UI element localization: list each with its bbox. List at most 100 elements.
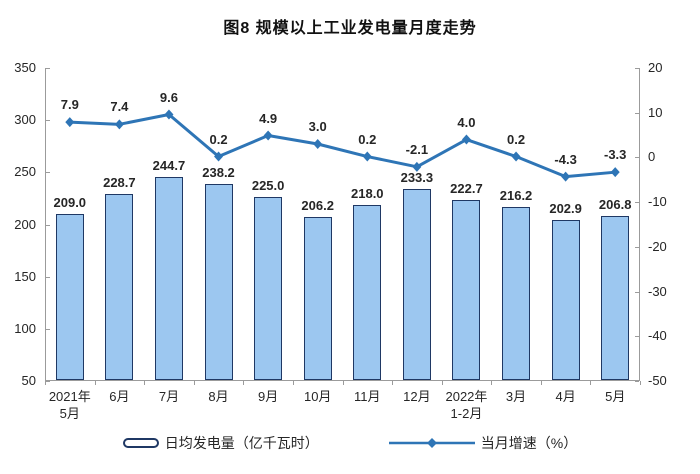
x-axis-tick [540,381,542,385]
bar-value-label: 222.7 [450,180,483,196]
bar [204,183,233,380]
line-value-label: 4.0 [457,114,476,130]
x-axis-label: 10月 [303,389,332,404]
bar [353,204,382,380]
legend-line-label: 当月增速（%） [480,435,578,451]
bar [452,199,481,380]
x-axis-tick [243,381,245,385]
right-axis-tick-label: 10 [648,104,663,120]
bar [502,206,531,380]
bar-value-label: 238.2 [202,164,235,180]
bar [551,220,580,380]
left-axis-tick [46,328,50,330]
line-value-label: -4.3 [554,151,577,167]
left-axis-tick-label: 150 [14,268,36,284]
x-axis-tick [590,381,592,385]
line-value-label: 3.0 [308,119,327,134]
x-axis-tick [94,381,96,385]
x-axis-label: 9月 [258,389,279,404]
x-axis-label: 3月 [505,389,527,404]
bar-value-label: 244.7 [152,157,186,173]
left-axis-tick-label: 200 [14,216,36,232]
right-axis-tick [635,381,639,382]
right-axis-tick [635,157,639,159]
left-axis-tick [46,224,50,226]
right-axis-tick-label: -30 [648,283,667,299]
right-axis-tick [635,336,639,338]
right-axis-tick-label: 20 [648,60,663,75]
line-marker [461,134,471,145]
bar-value-label: 206.2 [301,198,334,214]
line-value-label: 9.6 [159,89,178,105]
right-axis-tick [635,291,639,293]
bar [402,188,431,380]
growth-line-layer [65,109,620,182]
right-axis-tick-label: 0 [648,149,656,165]
line-value-label: 7.9 [60,97,79,113]
bar-value-label: 216.2 [499,187,533,203]
x-axis-label: 2021年 5月 [48,389,91,421]
x-axis-tick [491,381,493,385]
line-value-label: 0.2 [358,131,377,147]
x-axis-tick [342,381,344,385]
bar-value-label: 228.7 [103,174,136,190]
line-value-label: 4.9 [259,110,278,126]
x-axis-label: 8月 [208,389,229,404]
bar [154,176,183,380]
line-value-label: 0.2 [506,131,526,147]
bar [303,217,332,380]
left-axis-tick [46,381,50,382]
bar [254,197,283,380]
line-marker [313,139,323,150]
line-value-label: 7.4 [110,99,129,115]
left-axis-tick-label: 300 [14,112,36,128]
line-marker [65,117,75,128]
line-swatch-icon [388,438,475,448]
x-axis-label: 4月 [555,389,576,404]
left-axis-tick [46,172,50,174]
right-axis-tick [635,68,639,69]
x-axis-tick [392,381,394,385]
line-marker [511,151,521,162]
legend-item-line: 当月增速（%） [388,433,578,453]
bar-swatch-icon [122,438,159,448]
x-axis-tick [292,381,294,385]
line-marker [114,119,124,130]
right-axis-tick [635,246,639,248]
x-axis-label: 7月 [158,389,180,404]
line-marker [164,109,174,120]
x-axis-label: 2022年 1-2月 [445,389,488,421]
left-axis-tick [46,276,50,278]
plot-area [45,68,640,381]
bar-value-label: 202.9 [549,201,582,217]
right-axis-tick-label: -40 [648,328,667,344]
x-axis-label: 11月 [354,389,381,404]
right-axis-tick-label: -20 [648,238,667,254]
line-marker [362,151,372,162]
x-axis-tick [45,381,46,385]
x-axis-tick [640,381,641,385]
bar-value-label: 209.0 [53,195,87,211]
bar-value-label: 233.3 [400,169,434,185]
left-axis-tick-label: 50 [21,373,36,388]
legend: 日均发电量（亿千瓦时） 当月增速（%） [0,433,700,453]
line-marker [412,161,422,172]
line-marker [561,171,571,182]
line-marker [214,151,224,162]
line-value-label: 0.2 [209,131,228,147]
x-axis-label: 6月 [109,389,130,404]
right-axis-tick [635,202,639,204]
left-axis-tick [46,68,50,69]
line-value-label: -3.3 [604,147,627,163]
right-axis-tick-label: -10 [648,194,667,210]
bar [601,216,630,380]
x-axis-tick [193,381,195,385]
x-axis-label: 5月 [605,389,626,404]
left-axis-tick-label: 250 [14,164,36,180]
x-axis-tick [441,381,443,385]
x-axis-tick [144,381,146,385]
left-axis-tick [46,120,50,122]
bar-value-label: 206.8 [598,197,632,213]
bar-value-label: 218.0 [351,185,384,201]
